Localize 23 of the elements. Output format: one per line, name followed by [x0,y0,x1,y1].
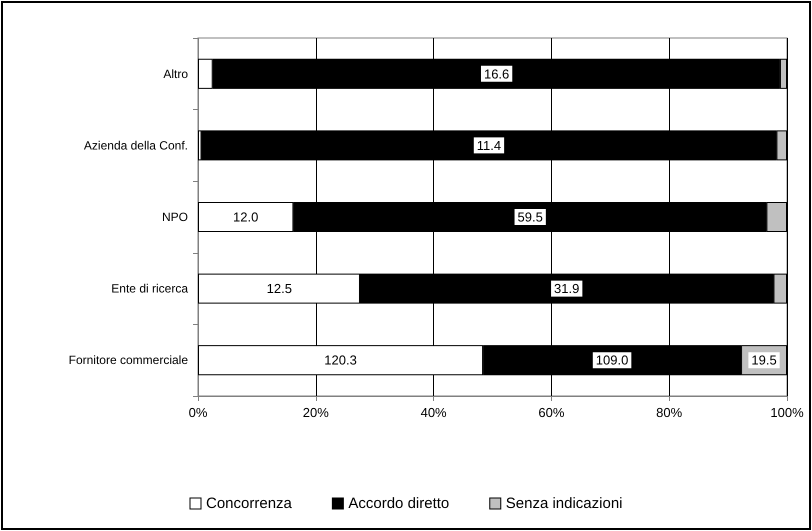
x-tick-label: 60% [538,405,565,420]
x-tick-label: 40% [420,405,448,420]
legend-label: Concorrenza [206,495,293,512]
annotation: 11.4 [476,138,502,153]
x-tick-label: 0% [188,405,208,420]
y-tick-label: NPO [162,210,188,224]
y-tick-label: Fornitore commerciale [68,353,188,368]
x-tick-label: 100% [770,405,804,420]
legend-label: Accordo diretto [348,495,450,512]
annotation: 59.5 [518,210,543,224]
y-tick-label: Ente di ricerca [111,282,188,296]
annotation: 109.0 [596,352,628,368]
annotation: 120.3 [324,352,357,368]
annotation: 19.5 [751,352,777,368]
x-tick-label: 20% [302,405,330,420]
annotation: 12.5 [266,281,292,296]
y-tick-label: Azienda della Conf. [84,138,188,152]
legend-label: Senza indicazioni [506,495,623,512]
y-tick-label: Altro [163,66,188,81]
annotation: 16.6 [484,66,510,82]
annotation: 12.0 [233,210,258,224]
annotation: 31.9 [554,281,580,296]
x-tick-label: 80% [656,405,683,420]
